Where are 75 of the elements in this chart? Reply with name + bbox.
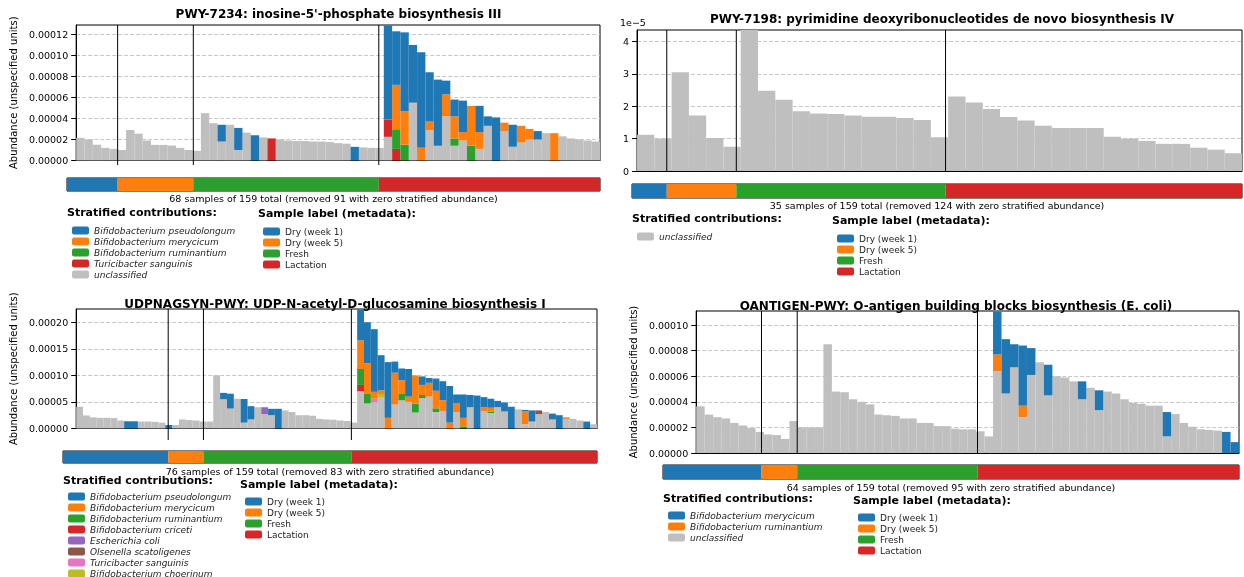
legend-label: Bifidobacterium pseudolongum [90,491,232,502]
legend-label: Lactation [859,266,901,277]
chart-title: PWY-7234: inosine-5'-phosphate biosynthesis III [175,7,502,21]
legend-label: Dry (week 1) [880,512,939,523]
x-axis-title: 64 samples of 159 total (removed 95 with zero stratified abundance) [786,481,1116,493]
y-tick-label: 3 [623,68,630,80]
y-tick-label: 0.00006 [28,91,69,103]
y-axis-title: Abundance (unspecified units) [7,292,19,446]
x-axis-title: 68 samples of 159 total (removed 91 with zero stratified abundance) [169,192,498,204]
legend-title: Sample label (metadata): [240,478,398,491]
legend-label: Escherichia coli [90,535,161,546]
y-tick-label: 0.00020 [28,316,69,328]
x-axis-title: 35 samples of 159 total (removed 124 with zero stratified abundance) [769,199,1105,211]
legend-title: Sample label (metadata): [832,214,990,227]
legend-label: Lactation [285,259,327,270]
legend-label: Bifidobacterium merycicum [94,236,219,247]
legend-title: Sample label (metadata): [258,207,416,220]
legend-label: Bifidobacterium criceti [90,524,193,535]
legend-label: Dry (week 1) [267,496,326,507]
legend-label: unclassified [94,269,148,280]
legend-label: unclassified [690,532,744,543]
y-tick-label: 0.00002 [648,421,689,433]
y-axis-title: Abundance (unspecified units) [7,16,19,170]
legend-label: Bifidobacterium ruminantium [94,247,227,258]
legend-label: Dry (week 1) [859,233,918,244]
legend-label: Olsenella scatoligenes [90,546,192,557]
legend-label: Fresh [880,534,904,545]
legend-label: Bifidobacterium merycicum [690,510,815,521]
y-tick-label: 0.00008 [648,345,689,357]
legend-label: Bifidobacterium pseudolongum [94,225,236,236]
y-tick-label: 0.00010 [28,49,69,61]
y-tick-label: 0 [623,165,630,177]
text: 1e−5 [620,16,646,28]
y-tick-label: 0.00000 [648,447,689,459]
y-tick-label: 0.00004 [648,396,689,408]
legend-label: Bifidobacterium ruminantium [90,513,223,524]
y-tick-label: 0.00000 [28,154,69,166]
legend-label: Lactation [267,529,309,540]
legend-label: Fresh [285,248,309,259]
y-tick-label: 0.00010 [648,319,689,331]
legend-label: Dry (week 5) [859,244,918,255]
y-tick-label: 0.00015 [28,343,69,355]
x-axis-title: 76 samples of 159 total (removed 83 with zero stratified abundance) [165,465,495,477]
y-tick-label: 1 [623,133,630,145]
legend-label: Bifidobacterium choerinum [90,568,213,577]
y-tick-label: 0.00000 [28,422,69,434]
legend-label: Turicibacter sanguinis [94,258,193,269]
legend-label: Dry (week 5) [267,507,326,518]
legend-label: Bifidobacterium merycicum [90,502,215,513]
legend-label: Lactation [880,545,922,556]
y-tick-label: 0.00010 [28,369,69,381]
y-tick-label: 0.00005 [28,396,69,408]
y-axis-title: Abundance (unspecified units) [627,305,639,459]
y-tick-label: 0.00012 [28,28,69,40]
legend-label: Fresh [267,518,291,529]
legend-title: Stratified contributions: [67,206,217,219]
y-tick-label: 0.00008 [28,70,69,82]
legend-label: Turicibacter sanguinis [90,557,189,568]
legend-title: Stratified contributions: [663,492,813,505]
y-tick-label: 4 [623,36,630,48]
legend-title: Stratified contributions: [632,212,782,225]
chart-title: PWY-7198: pyrimidine deoxyribonucleotides de novo biosynthesis IV [709,12,1175,26]
legend-label: Dry (week 1) [285,226,344,237]
legend-title: Sample label (metadata): [853,494,1011,507]
legend-label: Bifidobacterium ruminantium [690,521,823,532]
legend-label: Dry (week 5) [880,523,939,534]
y-tick-label: 2 [623,100,630,112]
y-tick-label: 0.00002 [28,133,69,145]
chart-title: OANTIGEN-PWY: O-antigen building blocks biosynthesis (E. coli) [739,299,1173,313]
legend-label: Fresh [859,255,883,266]
chart-title: UDPNAGSYN-PWY: UDP-N-acetyl-D-glucosamine biosynthesis I [124,297,546,311]
y-tick-label: 0.00006 [648,370,689,382]
legend-label: Dry (week 5) [285,237,344,248]
legend-label: unclassified [659,231,713,242]
y-tick-label: 0.00004 [28,112,69,124]
